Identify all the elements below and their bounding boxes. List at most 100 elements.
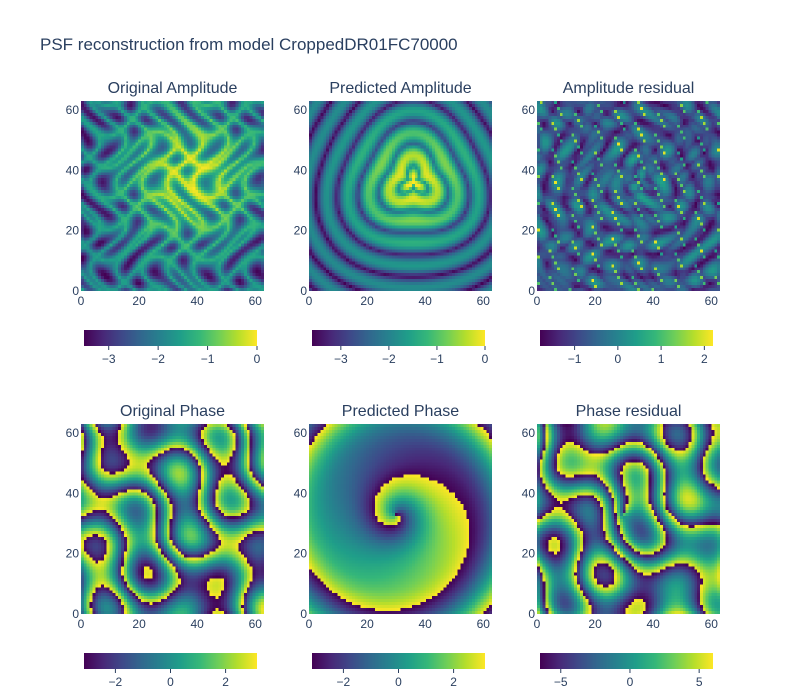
x-tick-label: 0 [306, 294, 313, 308]
x-tick-label: 20 [360, 617, 374, 631]
x-tick-label: 40 [419, 294, 433, 308]
colorbar: −3 −2 −1 0 [312, 330, 489, 366]
colorbar-tick-label: −1 [568, 352, 582, 366]
heatmap-image [537, 101, 720, 291]
x-tick-label: 20 [360, 294, 374, 308]
y-tick-label: 0 [72, 607, 79, 621]
colorbar-tick-label: 0 [254, 352, 261, 366]
x-tick-label: 0 [534, 294, 541, 308]
subplot-1: Predicted Amplitude 0 20 40 60 0 20 40 60 −3 −2 −1 0 [294, 80, 492, 366]
subplot-2: Amplitude residual 0 20 40 60 0 20 40 60 −1 0 1 2 [522, 80, 720, 366]
subplot-title: Original Amplitude [108, 80, 238, 97]
x-tick-label: 60 [477, 294, 491, 308]
x-tick-label: 0 [78, 617, 85, 631]
y-tick-label: 20 [522, 547, 536, 561]
colorbar-tick-label: 2 [701, 352, 708, 366]
y-tick-label: 40 [522, 163, 536, 177]
x-tick-label: 0 [534, 617, 541, 631]
y-tick-label: 40 [522, 486, 536, 500]
colorbar-gradient [312, 653, 485, 669]
subplot-title: Predicted Amplitude [329, 80, 471, 97]
y-tick-label: 0 [72, 284, 79, 298]
colorbar-gradient [540, 653, 713, 669]
colorbar-tick-label: −5 [554, 675, 568, 689]
y-tick-label: 20 [522, 224, 536, 238]
colorbar-tick-label: 0 [615, 352, 622, 366]
subplot-4: Predicted Phase 0 20 40 60 0 20 40 60 −2 0 2 [294, 403, 492, 689]
colorbar-gradient [312, 330, 485, 346]
colorbar-gradient [84, 330, 257, 346]
colorbar-tick-label: −2 [109, 675, 123, 689]
heatmap-image [537, 424, 720, 614]
subplot-3: Original Phase 0 20 40 60 0 20 40 60 −2 0 2 [66, 403, 264, 689]
subplot-title: Phase residual [576, 403, 682, 420]
heatmap-image [81, 424, 264, 614]
x-tick-label: 20 [588, 617, 602, 631]
colorbar-tick-label: −2 [151, 352, 165, 366]
colorbar-tick-label: 2 [222, 675, 229, 689]
y-tick-label: 60 [522, 103, 536, 117]
y-tick-label: 20 [66, 224, 80, 238]
x-tick-label: 20 [132, 294, 146, 308]
x-tick-label: 40 [647, 294, 661, 308]
x-tick-label: 60 [477, 617, 491, 631]
y-tick-label: 60 [294, 426, 308, 440]
y-tick-label: 20 [294, 224, 308, 238]
colorbar-gradient [540, 330, 713, 346]
colorbar-gradient [84, 653, 257, 669]
y-tick-label: 40 [294, 163, 308, 177]
y-tick-label: 20 [66, 547, 80, 561]
figure-title: PSF reconstruction from model CroppedDR0… [40, 35, 458, 54]
y-tick-label: 0 [528, 607, 535, 621]
x-tick-label: 40 [647, 617, 661, 631]
y-tick-label: 60 [66, 426, 80, 440]
colorbar: −2 0 2 [84, 653, 257, 689]
x-tick-label: 20 [588, 294, 602, 308]
subplot-title: Original Phase [120, 403, 225, 420]
colorbar-tick-label: 0 [482, 352, 489, 366]
x-tick-label: 60 [705, 294, 719, 308]
colorbar-tick-label: 2 [450, 675, 457, 689]
colorbar-tick-label: −3 [102, 352, 116, 366]
colorbar-tick-label: −2 [382, 352, 396, 366]
colorbar: −5 0 5 [540, 653, 713, 689]
colorbar-tick-label: −1 [430, 352, 444, 366]
x-tick-label: 40 [191, 617, 205, 631]
x-tick-label: 60 [249, 294, 263, 308]
x-tick-label: 0 [306, 617, 313, 631]
colorbar-tick-label: 0 [167, 675, 174, 689]
colorbar-tick-label: 0 [395, 675, 402, 689]
y-tick-label: 60 [66, 103, 80, 117]
y-tick-label: 40 [66, 486, 80, 500]
y-tick-label: 60 [522, 426, 536, 440]
y-tick-label: 40 [66, 163, 80, 177]
y-tick-label: 0 [300, 607, 307, 621]
y-tick-label: 60 [294, 103, 308, 117]
y-tick-label: 40 [294, 486, 308, 500]
subplot-title: Predicted Phase [342, 403, 460, 420]
x-tick-label: 40 [191, 294, 205, 308]
heatmap-image [81, 101, 264, 291]
x-tick-label: 40 [419, 617, 433, 631]
subplot-5: Phase residual 0 20 40 60 0 20 40 60 −5 0 5 [522, 403, 720, 689]
colorbar-tick-label: 0 [627, 675, 634, 689]
colorbar-tick-label: 1 [658, 352, 665, 366]
colorbar-tick-label: 5 [696, 675, 703, 689]
colorbar-tick-label: −3 [334, 352, 348, 366]
y-tick-label: 0 [528, 284, 535, 298]
x-tick-label: 60 [705, 617, 719, 631]
colorbar: −1 0 1 2 [540, 330, 713, 366]
x-tick-label: 20 [132, 617, 146, 631]
subplot-0: Original Amplitude 0 20 40 60 0 20 40 60 −3 −2 −1 0 [66, 80, 264, 366]
subplot-title: Amplitude residual [563, 80, 695, 97]
heatmap-image [309, 101, 492, 291]
colorbar-tick-label: −1 [201, 352, 215, 366]
heatmap-image [309, 424, 492, 614]
x-tick-label: 60 [249, 617, 263, 631]
x-tick-label: 0 [78, 294, 85, 308]
y-tick-label: 20 [294, 547, 308, 561]
colorbar-tick-label: −2 [337, 675, 351, 689]
colorbar: −3 −2 −1 0 [84, 330, 261, 366]
